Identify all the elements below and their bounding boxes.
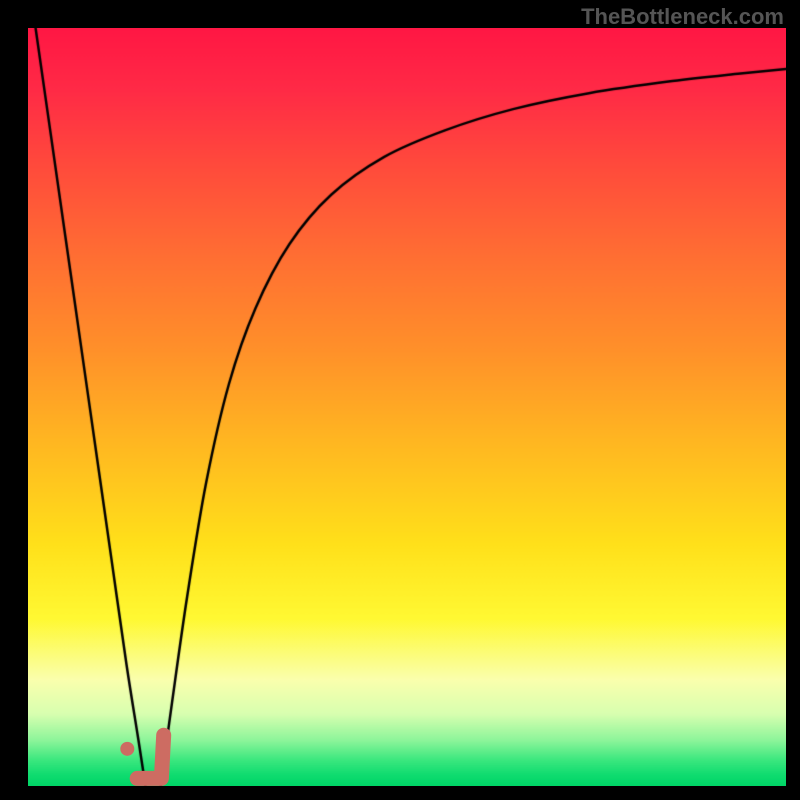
watermark-text: TheBottleneck.com: [581, 4, 784, 30]
chart-canvas: [28, 28, 786, 786]
chart-container: TheBottleneck.com: [0, 0, 800, 800]
